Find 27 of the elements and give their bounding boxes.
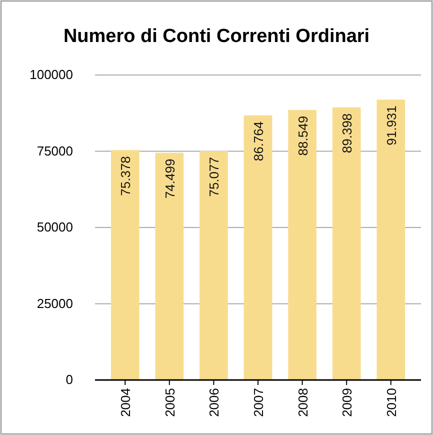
chart-title: Numero di Conti Correnti Ordinari bbox=[63, 26, 370, 47]
data-label: 86.764 bbox=[251, 121, 266, 162]
bar bbox=[288, 110, 316, 380]
data-label: 75.378 bbox=[118, 156, 134, 196]
y-tick-label: 100000 bbox=[30, 67, 73, 82]
data-label: 89.398 bbox=[340, 113, 355, 154]
bar bbox=[376, 100, 406, 380]
x-tick-label: 2004 bbox=[118, 388, 134, 417]
bar bbox=[200, 151, 228, 380]
x-tick-label: 2008 bbox=[295, 388, 310, 417]
y-tick-label: 50000 bbox=[36, 220, 73, 234]
x-tick-label: 2005 bbox=[162, 388, 178, 417]
x-tick-label: 2009 bbox=[340, 388, 355, 417]
bar bbox=[155, 152, 184, 380]
x-tick-label: 2007 bbox=[251, 388, 266, 417]
data-label: 74.499 bbox=[162, 158, 178, 199]
y-tick-label: 0 bbox=[66, 372, 73, 387]
y-tick-label: 75000 bbox=[36, 143, 73, 158]
data-label: 75.077 bbox=[206, 157, 222, 197]
x-tick-label: 2010 bbox=[384, 388, 399, 417]
data-label: 88.549 bbox=[295, 116, 310, 156]
bar bbox=[244, 115, 272, 380]
bar bbox=[332, 107, 361, 380]
bar bbox=[110, 150, 140, 380]
y-tick-label: 25000 bbox=[36, 296, 73, 311]
x-tick-label: 2006 bbox=[206, 388, 222, 417]
data-label: 91.931 bbox=[384, 106, 399, 146]
